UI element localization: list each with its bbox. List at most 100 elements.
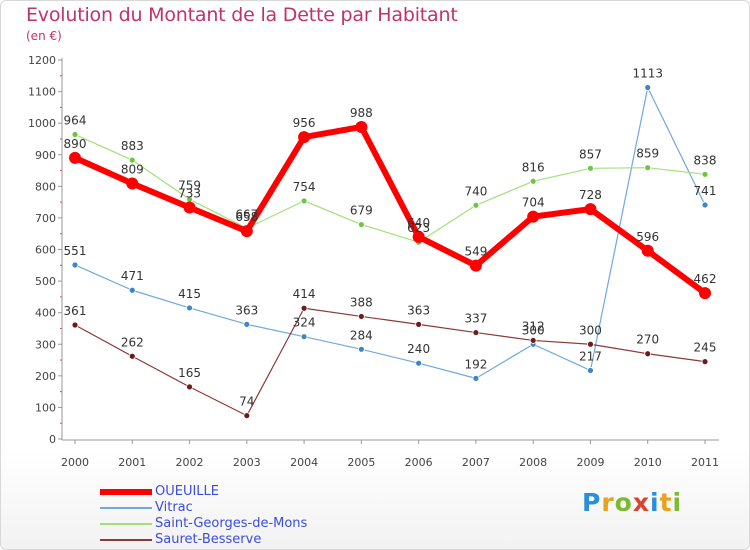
x-tick-label: 2008: [519, 456, 547, 469]
data-label: 890: [64, 137, 87, 151]
data-label: 300: [579, 323, 602, 337]
x-tick-label: 2007: [462, 456, 490, 469]
data-point: [701, 358, 709, 366]
x-tick-label: 2002: [176, 456, 204, 469]
legend-label: Saint-Georges-de-Mons: [155, 516, 308, 531]
data-label: 300: [522, 323, 545, 337]
logo-letter: r: [601, 488, 615, 517]
data-point: [415, 359, 423, 367]
data-point: [355, 120, 368, 133]
data-point: [587, 367, 594, 374]
data-point: [644, 350, 652, 358]
legend-label: OUEUILLE: [155, 484, 220, 499]
logo-letter: x: [632, 488, 650, 517]
data-label: 838: [694, 153, 717, 167]
data-label: 414: [293, 287, 316, 301]
data-point: [644, 84, 652, 91]
data-label: 956: [293, 116, 316, 130]
proxiti-logo: Proxiti: [582, 488, 682, 517]
y-tick-label: 1000: [28, 117, 56, 130]
y-tick-label: 700: [35, 212, 56, 225]
data-label: 679: [350, 204, 373, 218]
x-tick-label: 2003: [233, 456, 261, 469]
data-label: 964: [64, 114, 87, 128]
data-point: [641, 244, 654, 257]
data-label: 361: [64, 304, 87, 318]
data-point: [472, 201, 480, 209]
data-point: [587, 164, 594, 172]
data-point: [701, 201, 709, 209]
data-point: [128, 352, 136, 360]
data-label: 640: [407, 216, 430, 230]
y-tick-label: 800: [35, 180, 56, 193]
data-point: [243, 320, 251, 328]
legend-swatch: [100, 507, 152, 509]
y-tick-label: 300: [35, 338, 56, 351]
data-label: 363: [407, 303, 430, 317]
data-point: [243, 412, 251, 420]
data-point: [469, 259, 482, 272]
data-label: 462: [694, 272, 717, 286]
y-tick-label: 0: [49, 433, 56, 446]
logo-letter: t: [659, 488, 673, 517]
data-point: [126, 177, 139, 190]
data-point: [69, 151, 81, 164]
data-point: [699, 287, 711, 300]
data-point: [71, 131, 79, 138]
logo-letter: i: [650, 488, 660, 517]
x-tick-label: 2011: [691, 456, 719, 469]
data-label: 471: [121, 269, 144, 283]
x-tick-label: 2004: [290, 456, 318, 469]
y-tick-label: 200: [35, 370, 56, 383]
data-label: 74: [239, 395, 254, 409]
chart-subtitle: (en €): [26, 29, 62, 43]
data-point: [186, 304, 193, 312]
data-label: 741: [694, 184, 717, 198]
legend-label: Sauret-Besserve: [155, 532, 262, 547]
logo-letter: o: [614, 488, 633, 517]
logo-letter: i: [672, 488, 683, 517]
data-point: [71, 261, 79, 269]
data-point: [472, 374, 480, 382]
y-tick-label: 1200: [28, 54, 56, 67]
y-tick-label: 600: [35, 244, 56, 257]
data-point: [357, 313, 365, 320]
legend-swatch: [100, 523, 152, 525]
data-label: 240: [407, 342, 430, 356]
data-label: 988: [350, 106, 373, 120]
legend-swatch: [100, 489, 152, 495]
x-tick-label: 2009: [576, 456, 604, 469]
data-label: 270: [636, 333, 659, 347]
data-point: [357, 221, 365, 228]
data-point: [412, 230, 425, 243]
data-point: [128, 286, 136, 294]
data-label: 415: [178, 287, 201, 301]
series-line: [74, 133, 706, 243]
x-tick-label: 2006: [405, 456, 433, 469]
data-point: [529, 337, 537, 344]
data-point: [298, 131, 311, 144]
data-point: [128, 156, 136, 164]
y-tick-label: 1100: [28, 86, 56, 99]
data-label: 284: [350, 328, 373, 342]
data-label: 551: [64, 244, 87, 258]
data-label: 809: [121, 162, 144, 176]
data-point: [584, 203, 597, 216]
data-label: 596: [636, 230, 659, 244]
series-line: [74, 86, 706, 379]
data-point: [472, 329, 480, 336]
data-point: [183, 201, 196, 214]
data-point: [587, 340, 594, 348]
data-label: 658: [235, 210, 258, 224]
data-point: [644, 164, 652, 172]
data-label: 262: [121, 335, 144, 349]
data-point: [357, 345, 365, 353]
data-point: [527, 210, 540, 223]
y-tick-label: 900: [35, 149, 56, 162]
chart-title: Evolution du Montant de la Dette par Hab…: [26, 4, 458, 26]
x-tick-label: 2010: [634, 456, 662, 469]
data-label: 192: [464, 357, 487, 371]
data-label: 388: [350, 295, 373, 309]
